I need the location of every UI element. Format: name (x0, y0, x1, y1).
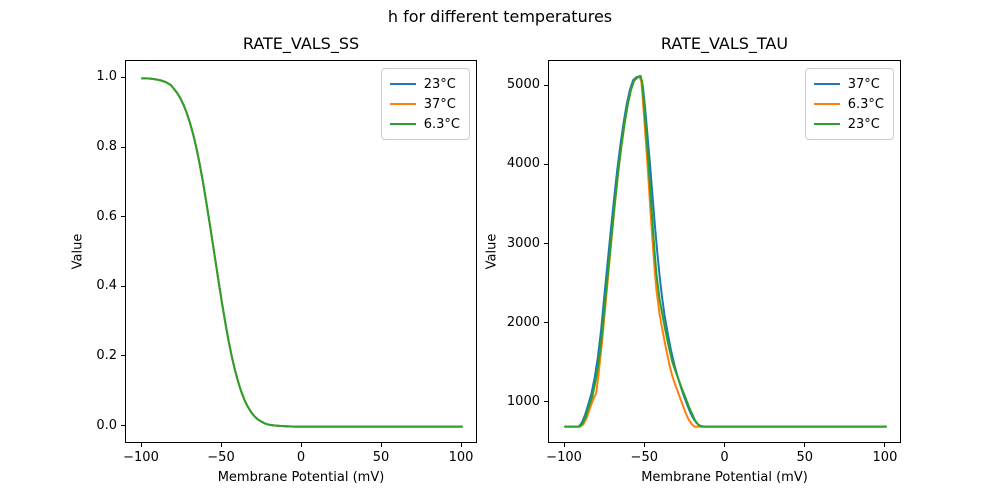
y-tick-mark (544, 322, 548, 324)
y-tick-mark (544, 401, 548, 403)
subplot-title: RATE_VALS_SS (242, 34, 360, 53)
y-tick-label: 0.2 (96, 347, 117, 363)
legend-line-sample (813, 82, 840, 86)
legend-line-sample (389, 122, 416, 126)
y-tick-label: 2000 (506, 314, 540, 330)
y-tick-mark (121, 146, 125, 148)
series-line-6.3°C (564, 75, 887, 428)
subplot-title: RATE_VALS_TAU (660, 34, 789, 53)
x-tick-mark (300, 443, 302, 447)
x-tick-mark (380, 443, 382, 447)
legend-entry: 23°C (389, 74, 460, 94)
y-tick-label: 0.6 (96, 208, 117, 224)
x-tick-label: 50 (372, 450, 390, 465)
x-tick-label: −50 (207, 450, 235, 465)
y-tick-mark (544, 163, 548, 165)
y-tick-mark (544, 84, 548, 86)
legend-entry: 23°C (813, 114, 884, 134)
legend-entry-label: 23°C (847, 116, 880, 132)
x-tick-label: 50 (796, 450, 813, 465)
x-tick-mark (140, 443, 142, 447)
legend-entry-label: 6.3°C (847, 96, 884, 112)
legend-entry: 6.3°C (389, 114, 460, 134)
x-tick-label: −100 (546, 450, 582, 465)
legend-entry-label: 23°C (423, 76, 456, 92)
y-tick-label: 4000 (506, 156, 540, 172)
x-tick-mark (884, 443, 886, 447)
y-tick-label: 3000 (506, 235, 540, 251)
legend-entry-label: 6.3°C (423, 116, 460, 132)
y-tick-mark (121, 76, 125, 78)
y-tick-label: 5000 (506, 77, 540, 93)
x-tick-mark (220, 443, 222, 447)
legend: 23°C 37°C 6.3°C (380, 68, 470, 140)
y-tick-mark (544, 243, 548, 245)
x-tick-label: −50 (630, 450, 658, 465)
series-canvas (141, 77, 463, 428)
y-tick-mark (121, 285, 125, 287)
x-tick-label: 0 (296, 450, 306, 465)
legend-line-sample (813, 102, 840, 106)
series-line-23°C (564, 75, 887, 428)
x-tick-label: −100 (123, 450, 159, 465)
x-axis-label: Membrane Potential (mV) (641, 470, 808, 485)
y-tick-label: 0.4 (96, 278, 117, 294)
legend-line-sample (389, 102, 416, 106)
legend-entry-label: 37°C (847, 76, 880, 92)
legend-line-sample (389, 82, 416, 86)
x-tick-label: 0 (720, 450, 729, 465)
y-tick-mark (121, 355, 125, 357)
x-tick-mark (804, 443, 806, 447)
x-tick-mark (460, 443, 462, 447)
y-tick-mark (121, 216, 125, 218)
x-tick-label: 100 (448, 450, 474, 465)
x-tick-mark (643, 443, 645, 447)
series-line-6.3°C (141, 77, 463, 428)
x-tick-mark (563, 443, 565, 447)
legend-entry: 6.3°C (813, 94, 884, 114)
x-tick-mark (724, 443, 725, 447)
y-tick-label: 0.0 (96, 417, 117, 433)
x-axis-label: Membrane Potential (mV) (217, 470, 385, 485)
series-canvas (564, 75, 887, 428)
figure-suptitle: h for different temperatures (387, 7, 613, 26)
x-tick-label: 100 (872, 450, 898, 465)
y-tick-label: 1000 (506, 393, 540, 409)
y-tick-label: 1.0 (96, 69, 117, 85)
legend-entry-label: 37°C (423, 96, 456, 112)
legend-entry: 37°C (813, 74, 884, 94)
y-tick-label: 0.8 (96, 139, 117, 155)
legend-entry: 37°C (389, 94, 460, 114)
y-tick-mark (121, 425, 125, 427)
legend-line-sample (813, 122, 840, 126)
legend: 37°C 6.3°C 23°C (804, 68, 894, 140)
